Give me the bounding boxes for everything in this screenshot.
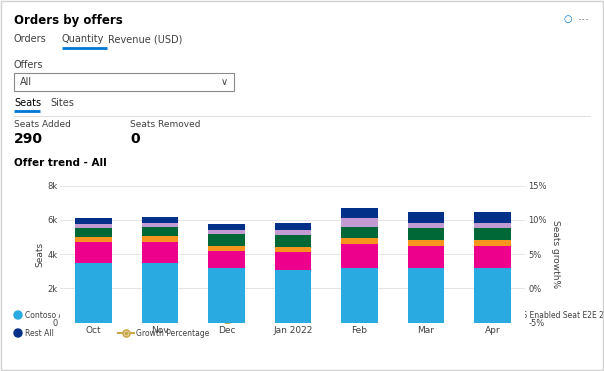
Bar	[474, 240, 510, 246]
Bar	[76, 218, 112, 224]
Circle shape	[346, 311, 354, 319]
Bar	[208, 251, 245, 268]
Bar	[341, 218, 378, 227]
Text: Contoso LTS Enabled Seat E2E 2: Contoso LTS Enabled Seat E2E 2	[481, 311, 604, 319]
Text: 0: 0	[130, 132, 140, 146]
Bar	[341, 208, 378, 218]
Text: Seats Removed: Seats Removed	[130, 120, 201, 129]
Bar	[341, 244, 378, 268]
Text: Contoso SAAS Alpha With Trial: Contoso SAAS Alpha With Trial	[357, 311, 474, 319]
Bar	[142, 223, 178, 227]
Y-axis label: Seats: Seats	[36, 242, 45, 267]
Bar	[275, 247, 311, 252]
Bar	[408, 229, 444, 240]
Y-axis label: Seats growth%: Seats growth%	[551, 220, 560, 288]
Bar	[142, 242, 178, 263]
Bar	[408, 212, 444, 223]
Bar	[142, 227, 178, 236]
Bar	[76, 224, 112, 227]
Text: Offers: Offers	[14, 60, 43, 70]
Bar	[142, 217, 178, 223]
Bar	[474, 246, 510, 268]
Bar	[275, 252, 311, 270]
Bar	[341, 268, 378, 323]
Bar	[208, 268, 245, 323]
Text: Offer trend - All: Offer trend - All	[14, 158, 107, 168]
Growth Percentage	[489, 224, 496, 229]
Growth Percentage	[223, 317, 230, 322]
Bar	[474, 268, 510, 323]
Circle shape	[14, 329, 22, 337]
Bar	[474, 229, 510, 240]
Text: Seats Added: Seats Added	[14, 120, 71, 129]
Bar	[341, 238, 378, 244]
Growth Percentage	[90, 286, 97, 291]
Text: 290: 290	[14, 132, 43, 146]
Text: Quantity: Quantity	[62, 34, 104, 44]
Circle shape	[222, 311, 230, 319]
Text: Seats: Seats	[14, 98, 41, 108]
Text: Revenue (USD): Revenue (USD)	[108, 34, 182, 44]
Text: Rest All: Rest All	[25, 328, 54, 338]
Circle shape	[470, 311, 478, 319]
Text: ∨: ∨	[221, 77, 228, 87]
Text: Orders: Orders	[14, 34, 47, 44]
Bar	[142, 263, 178, 323]
Text: Growth Percentage: Growth Percentage	[136, 328, 210, 338]
Circle shape	[118, 311, 126, 319]
Bar	[275, 235, 311, 247]
Bar	[208, 246, 245, 251]
Bar	[76, 263, 112, 323]
Text: ○: ○	[564, 14, 572, 24]
FancyBboxPatch shape	[14, 73, 234, 91]
Growth Percentage	[422, 224, 429, 229]
Line: Growth Percentage: Growth Percentage	[90, 216, 496, 323]
Bar	[76, 237, 112, 242]
Growth Percentage	[156, 286, 164, 291]
Text: Orders by offers: Orders by offers	[14, 14, 123, 27]
Bar	[408, 223, 444, 229]
Bar	[208, 234, 245, 246]
Growth Percentage	[356, 217, 363, 222]
Text: Contoso Alpha PID Seat Saas: Contoso Alpha PID Seat Saas	[25, 311, 136, 319]
Text: Contoso SAAS Alpha Offer: Contoso SAAS Alpha Offer	[233, 311, 333, 319]
Text: Sites: Sites	[50, 98, 74, 108]
Bar	[275, 223, 311, 230]
Growth Percentage	[289, 307, 297, 311]
Bar	[474, 212, 510, 223]
Bar	[341, 227, 378, 238]
Bar	[474, 223, 510, 229]
Bar	[408, 240, 444, 246]
Bar	[408, 268, 444, 323]
Text: ···: ···	[578, 14, 590, 27]
Bar	[408, 246, 444, 268]
Text: saas_per_seat: saas_per_seat	[129, 311, 184, 319]
Text: All: All	[20, 77, 32, 87]
Bar	[275, 230, 311, 235]
Bar	[142, 236, 178, 242]
Bar	[76, 227, 112, 237]
Bar	[208, 224, 245, 230]
Bar	[76, 242, 112, 263]
Circle shape	[14, 311, 22, 319]
Bar	[275, 270, 311, 323]
Bar	[208, 230, 245, 234]
